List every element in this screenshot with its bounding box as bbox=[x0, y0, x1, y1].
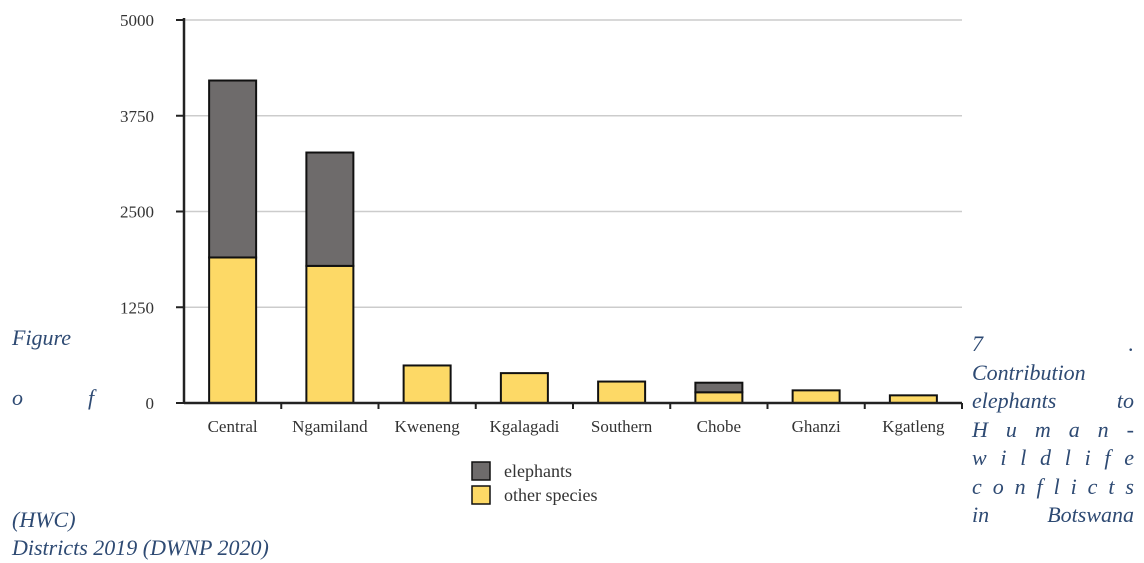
y-tick-label: 0 bbox=[146, 394, 155, 413]
caption-right-word: a bbox=[1068, 416, 1080, 442]
axes bbox=[176, 18, 963, 409]
caption-right-word: l bbox=[1020, 445, 1027, 470]
caption-right-word: i bbox=[1084, 445, 1091, 470]
legend: elephants other species bbox=[471, 461, 597, 505]
caption-right-word: Contribution bbox=[972, 359, 1086, 385]
x-category-label: Ghanzi bbox=[792, 417, 841, 436]
x-category-label: Central bbox=[208, 417, 258, 436]
caption-right-line: in Botswana bbox=[972, 501, 1134, 530]
caption-right-word: f bbox=[1036, 473, 1043, 499]
y-tick-label: 5000 bbox=[120, 11, 154, 30]
caption-o: o bbox=[12, 385, 23, 410]
x-category-label: Southern bbox=[591, 417, 653, 436]
caption-districts: Districts 2019 (DWNP 2020) bbox=[12, 535, 269, 560]
x-category-labels: Central Ngamiland Kweneng Kgalagadi Southern… bbox=[208, 417, 945, 436]
bar-other-species-ngamiland bbox=[305, 264, 355, 404]
y-tick-label: 2500 bbox=[120, 203, 154, 222]
legend-label-elephants: elephants bbox=[504, 461, 572, 481]
caption-f: f bbox=[88, 385, 95, 410]
caption-right-word: i bbox=[1070, 473, 1077, 499]
legend-swatch-elephants bbox=[471, 461, 491, 481]
x-category-label: Kgalagadi bbox=[489, 417, 559, 436]
y-tick-label: 3750 bbox=[120, 107, 154, 126]
caption-right-word: n bbox=[1097, 416, 1109, 442]
caption-figure-word: Figure bbox=[12, 325, 72, 350]
x-category-label: Chobe bbox=[697, 417, 741, 436]
bar-other-species-central bbox=[208, 256, 258, 404]
y-tick-labels: 0 1250 2500 3750 5000 bbox=[120, 11, 154, 413]
caption-right-word: w bbox=[972, 445, 987, 470]
caption-right-word: f bbox=[1104, 445, 1111, 470]
caption-right-line: 7. bbox=[972, 330, 1134, 359]
caption-right-word: l bbox=[1053, 473, 1060, 499]
caption-right-word: o bbox=[992, 473, 1004, 499]
caption-right-word: . bbox=[1128, 331, 1135, 356]
caption-right-word: to bbox=[1116, 388, 1134, 413]
caption-right-word: c bbox=[1087, 473, 1098, 499]
y-tick-label: 1250 bbox=[120, 298, 154, 317]
caption-right-word: c bbox=[972, 473, 982, 499]
x-category-label: Kgatleng bbox=[882, 417, 945, 436]
caption-right-word: n bbox=[1014, 473, 1026, 499]
caption-hwc: (HWC) bbox=[12, 507, 76, 532]
caption-right-word: i bbox=[1000, 445, 1007, 470]
caption-right-word: elephants bbox=[972, 388, 1057, 413]
caption-right-word: 7 bbox=[972, 331, 983, 356]
caption-right-word: - bbox=[1126, 416, 1134, 442]
caption-right-word: t bbox=[1108, 473, 1115, 499]
caption-right-word: u bbox=[1005, 416, 1017, 442]
caption-right-word: l bbox=[1064, 445, 1071, 470]
caption-right-line: Contribution bbox=[972, 359, 1134, 388]
bar-elephants-central bbox=[208, 79, 258, 259]
caption-right-word: H bbox=[972, 416, 988, 442]
bars bbox=[208, 79, 938, 405]
bar-other-species-kweneng bbox=[402, 364, 452, 405]
x-category-label: Kweneng bbox=[395, 417, 461, 436]
legend-label-other-species: other species bbox=[504, 485, 597, 505]
caption-right-word: d bbox=[1040, 445, 1052, 470]
bar-elephants-chobe bbox=[694, 381, 744, 394]
caption-right-word: in bbox=[972, 502, 990, 527]
gridlines bbox=[184, 19, 962, 308]
caption-right-word: Botswana bbox=[1047, 502, 1134, 527]
caption-right-word: e bbox=[1124, 445, 1134, 470]
bar-other-species-ghanzi bbox=[791, 389, 841, 404]
legend-swatch-other-species bbox=[471, 485, 491, 505]
bar-other-species-chobe bbox=[694, 391, 744, 405]
caption-right-word: m bbox=[1034, 416, 1051, 442]
bar-other-species-kgalagadi bbox=[499, 372, 549, 405]
bar-elephants-ngamiland bbox=[305, 151, 355, 267]
bar-other-species-southern bbox=[597, 380, 647, 405]
x-category-label: Ngamiland bbox=[292, 417, 368, 436]
caption-right-word: s bbox=[1125, 473, 1134, 499]
caption-right-line: elephants to bbox=[972, 387, 1134, 416]
